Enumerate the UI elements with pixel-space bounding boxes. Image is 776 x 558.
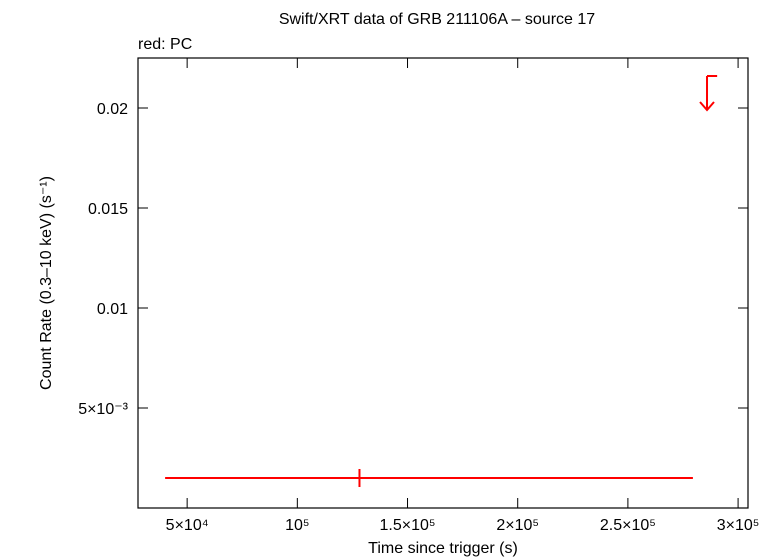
chart-subtitle: red: PC — [138, 36, 192, 53]
x-tick-label: 2×10⁵ — [496, 517, 539, 534]
y-tick-label: 5×10⁻³ — [78, 401, 128, 418]
x-tick-label: 5×10⁴ — [166, 517, 209, 534]
upper-limit-arrow — [699, 76, 715, 112]
x-tick-label: 10⁵ — [285, 517, 309, 534]
y-tick-label: 0.02 — [97, 101, 128, 118]
x-tick-label: 2.5×10⁵ — [600, 517, 656, 534]
x-tick-label: 1.5×10⁵ — [380, 517, 436, 534]
y-tick-label: 0.015 — [88, 201, 128, 218]
y-axis-label: Count Rate (0.3–10 keV) (s⁻¹) — [38, 176, 55, 390]
plot-frame — [137, 57, 749, 509]
x-axis-label: Time since trigger (s) — [368, 540, 518, 557]
x-tick-label: 3×10⁵ — [717, 517, 760, 534]
y-tick-label: 0.01 — [97, 301, 128, 318]
chart-title: Swift/XRT data of GRB 211106A – source 1… — [279, 11, 595, 28]
